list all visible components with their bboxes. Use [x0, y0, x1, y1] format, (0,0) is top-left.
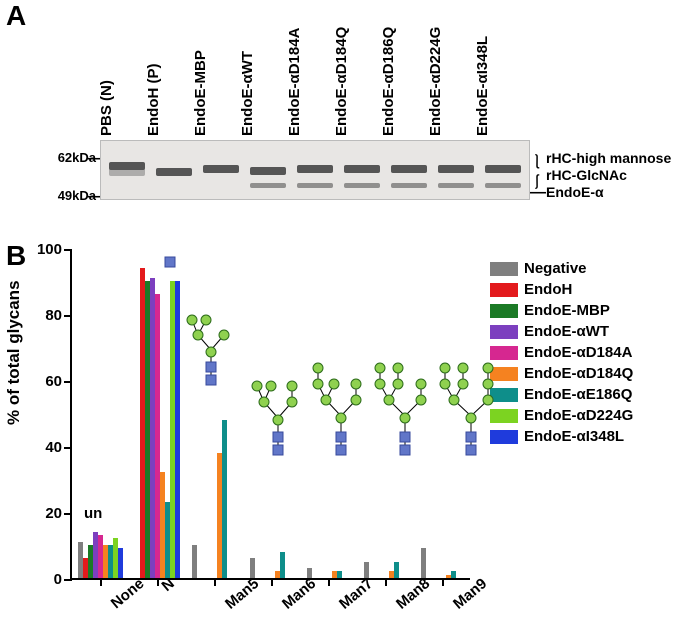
panel-a-label: A	[6, 0, 26, 32]
legend-item: EndoE-αD224G	[490, 407, 633, 424]
x-tick-label: Man7	[336, 575, 376, 613]
bar	[280, 552, 285, 578]
legend-label: EndoE-MBP	[524, 302, 610, 319]
x-tick	[100, 578, 102, 586]
glycan-man8-icon	[372, 360, 438, 460]
y-tick	[64, 249, 72, 251]
dash-icon: —	[530, 184, 546, 202]
legend-swatch	[490, 304, 518, 318]
glycan-man9-icon	[436, 360, 506, 460]
glycan-man7-icon	[310, 360, 372, 460]
lane-label: EndoE-αWT	[239, 51, 256, 136]
legend-label: EndoE-αE186Q	[524, 386, 632, 403]
y-tick-label: 40	[30, 439, 62, 456]
lane-label: EndoE-αI348L	[474, 36, 491, 136]
bar	[451, 571, 456, 578]
y-tick-label: 20	[30, 505, 62, 522]
y-tick-label: 80	[30, 307, 62, 324]
panel-a: A PBS (N) EndoH (P) EndoE-MBP EndoE-αWT …	[0, 0, 677, 240]
x-tick	[271, 578, 273, 586]
y-tick-label: 0	[30, 571, 62, 588]
legend-item: EndoE-αI348L	[490, 428, 633, 445]
x-tick	[328, 578, 330, 586]
bar	[175, 281, 180, 578]
x-tick	[442, 578, 444, 586]
panel-b: B % of total glycans un 0 20 40 60 80 100 None…	[0, 240, 677, 639]
bar	[192, 545, 197, 578]
rhc-high: rHC-high mannose	[546, 150, 671, 166]
legend-item: EndoE-αD184A	[490, 344, 633, 361]
legend-label: EndoE-αD184Q	[524, 365, 633, 382]
legend-label: Negative	[524, 260, 587, 277]
un-label: un	[84, 505, 102, 522]
lane-label: EndoE-MBP	[192, 50, 209, 136]
legend-swatch	[490, 325, 518, 339]
y-tick-label: 100	[30, 241, 62, 258]
rhc-endoe: EndoE-α	[546, 184, 604, 200]
lane-labels: PBS (N) EndoH (P) EndoE-MBP EndoE-αWT En…	[100, 6, 530, 136]
glycan-man6-icon	[250, 370, 306, 460]
panel-b-label: B	[6, 240, 26, 272]
x-tick-label: Man8	[393, 575, 433, 613]
x-tick-label: Man9	[450, 575, 490, 613]
y-tick	[64, 579, 72, 581]
lane-label: EndoE-αD184A	[286, 28, 303, 136]
marker-icon	[164, 256, 176, 268]
y-tick	[64, 381, 72, 383]
legend-item: EndoE-αWT	[490, 323, 633, 340]
legend-swatch	[490, 283, 518, 297]
legend-label: EndoE-αD184A	[524, 344, 632, 361]
legend-item: EndoE-αE186Q	[490, 386, 633, 403]
rhc-glcnac: rHC-GlcNAc	[546, 167, 627, 183]
legend-item: EndoH	[490, 281, 633, 298]
legend-item: EndoE-MBP	[490, 302, 633, 319]
legend-swatch	[490, 346, 518, 360]
mw-lower: 49kDa	[34, 188, 96, 203]
legend-label: EndoH	[524, 281, 572, 298]
x-tick-label: Man6	[279, 575, 319, 613]
y-tick	[64, 513, 72, 515]
legend: Negative EndoH EndoE-MBP EndoE-αWT EndoE-αD1…	[490, 260, 633, 449]
lane-label: PBS (N)	[98, 80, 115, 136]
lane-label: EndoE-αD184Q	[333, 27, 350, 136]
y-tick	[64, 447, 72, 449]
lane-label: EndoE-αD186Q	[380, 27, 397, 136]
glycan-man5-icon	[186, 310, 236, 390]
x-tick	[385, 578, 387, 586]
y-tick	[64, 315, 72, 317]
bar	[250, 558, 255, 578]
bar	[364, 562, 369, 579]
bar	[222, 420, 227, 578]
legend-label: EndoE-αWT	[524, 323, 609, 340]
gel-image	[100, 140, 530, 200]
bar	[118, 548, 123, 578]
legend-label: EndoE-αD224G	[524, 407, 633, 424]
lane-label: EndoE-αD224G	[427, 27, 444, 136]
x-tick-label: None	[107, 575, 147, 612]
x-tick-label: Man5	[222, 575, 262, 613]
bar	[394, 562, 399, 579]
legend-item: Negative	[490, 260, 633, 277]
bar	[337, 571, 342, 578]
y-tick-label: 60	[30, 373, 62, 390]
y-axis-title: % of total glycans	[4, 280, 24, 425]
lane-label: EndoH (P)	[145, 64, 162, 137]
x-tick	[214, 578, 216, 586]
legend-label: EndoE-αI348L	[524, 428, 624, 445]
bar	[421, 548, 426, 578]
legend-item: EndoE-αD184Q	[490, 365, 633, 382]
mw-upper: 62kDa	[34, 150, 96, 165]
legend-swatch	[490, 262, 518, 276]
bar	[307, 568, 312, 578]
